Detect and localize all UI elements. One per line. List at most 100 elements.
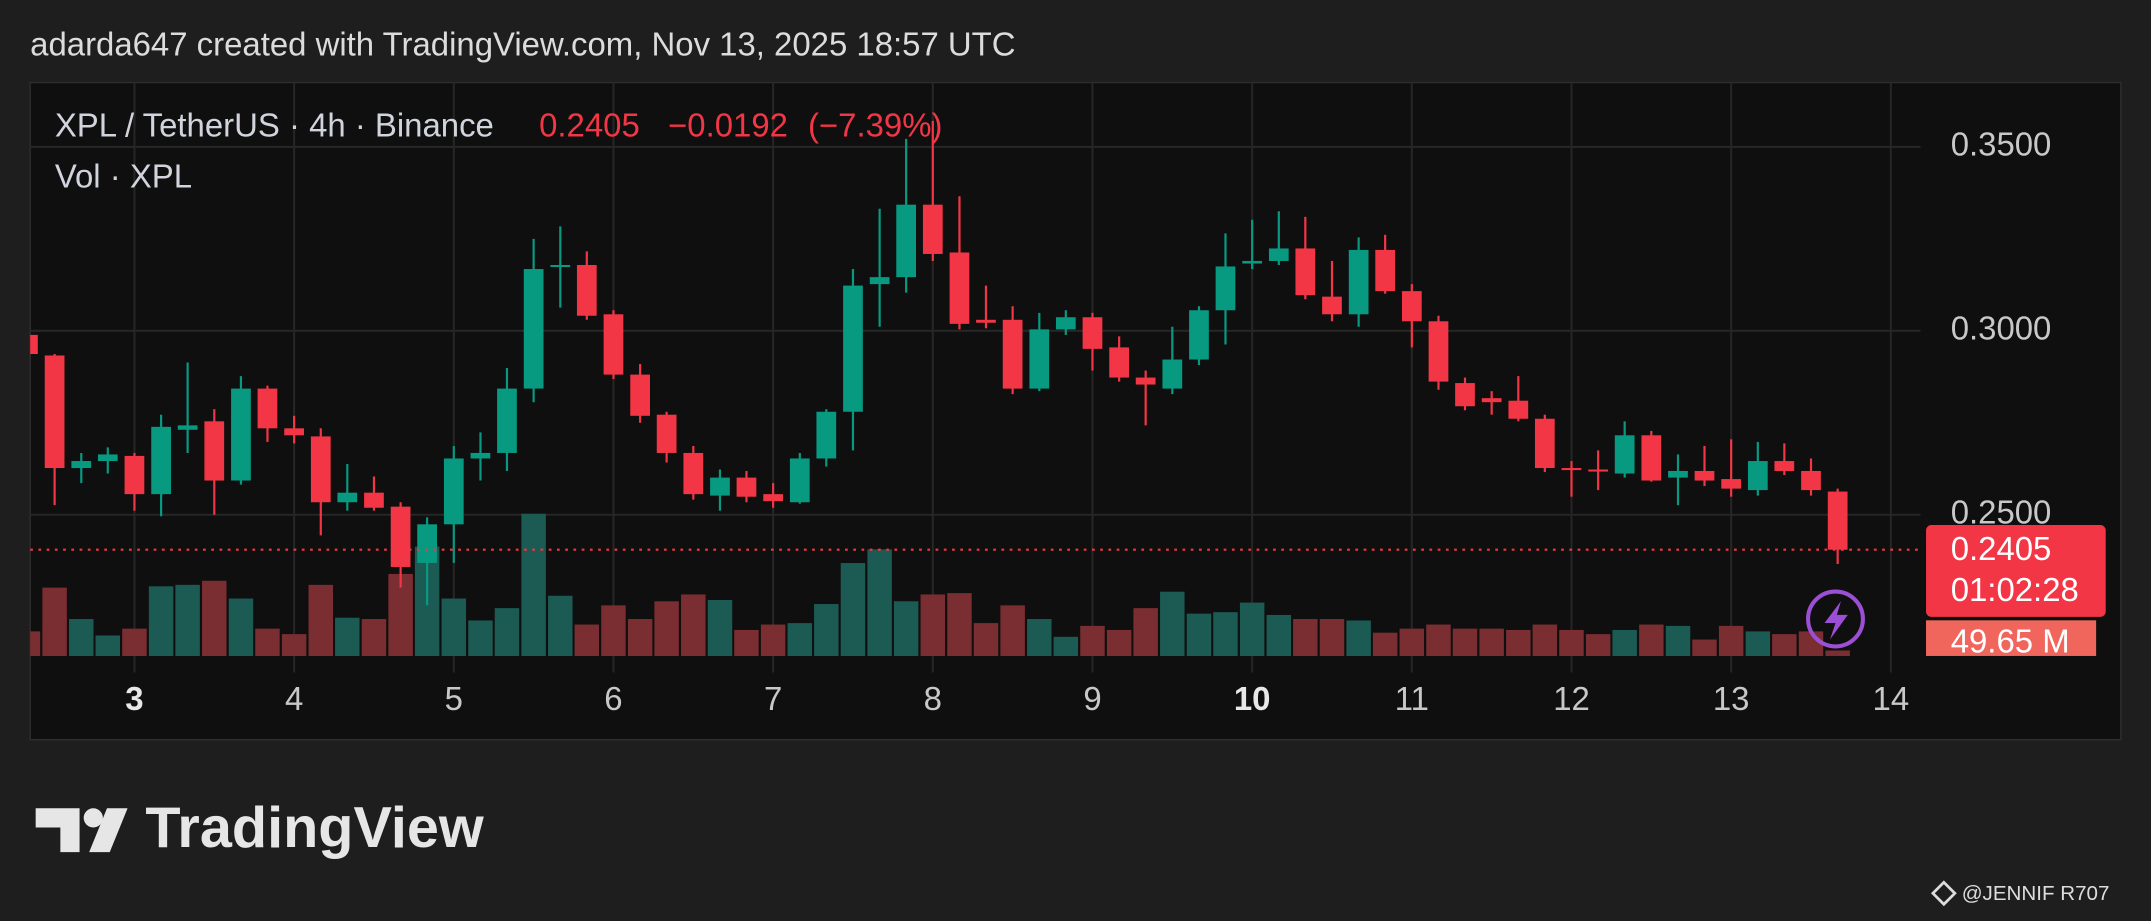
x-tick-label: 5 xyxy=(445,680,463,717)
volume-bar xyxy=(840,563,866,656)
candle-body xyxy=(390,506,411,567)
volume-bar xyxy=(1506,629,1531,656)
candle-body xyxy=(257,388,278,429)
candle-body xyxy=(71,461,92,469)
volume-bar xyxy=(760,624,786,656)
volume-bar xyxy=(1027,619,1052,656)
volume-bar xyxy=(1346,620,1371,656)
candle-body xyxy=(630,374,650,416)
candle-body xyxy=(1747,461,1768,491)
volume-bar xyxy=(734,629,759,656)
candle-body xyxy=(310,436,331,503)
candle-body xyxy=(976,319,996,323)
volume-bar xyxy=(122,628,147,656)
axes: 0.2500 0.3000 0.3500 3 4 5 6 7 8 9 10 11 12 13 14 0.240… xyxy=(30,126,2106,717)
volume-bar xyxy=(1133,608,1158,656)
volume-bar xyxy=(281,634,307,656)
pane-bottom-cover xyxy=(1926,655,2105,673)
volume-bar xyxy=(95,635,121,656)
candle-body xyxy=(1215,266,1236,311)
volume-bar xyxy=(441,598,467,656)
volume-bar xyxy=(1239,602,1265,656)
volume-bar xyxy=(1798,631,1824,656)
candle-body xyxy=(1827,491,1848,550)
volume-bar xyxy=(1559,629,1584,656)
volume-tag xyxy=(1926,620,2097,656)
candle-body xyxy=(30,334,38,355)
candle-body xyxy=(1348,249,1369,315)
candle-body xyxy=(869,277,890,285)
candle-body xyxy=(1268,248,1289,261)
candle-body xyxy=(1002,319,1023,389)
volume-bar xyxy=(1080,625,1105,656)
candle-body xyxy=(710,477,730,496)
candle-body xyxy=(789,458,810,503)
x-tick-label: 8 xyxy=(924,680,942,717)
icon-ring[interactable] xyxy=(1805,589,1865,649)
candle-body xyxy=(1189,310,1209,360)
x-tick-label: 7 xyxy=(764,680,782,717)
candle-body xyxy=(1242,260,1263,264)
candle-body xyxy=(1401,291,1422,322)
icon-bolt[interactable] xyxy=(1824,601,1848,640)
candle-body xyxy=(683,452,704,495)
volume-bar xyxy=(1745,631,1771,656)
candle-body xyxy=(231,388,251,481)
logo-mark xyxy=(89,808,128,853)
volume-bar xyxy=(228,598,254,656)
volume-bar xyxy=(1639,624,1664,656)
candle-body xyxy=(470,452,491,459)
volume-bar xyxy=(893,601,919,656)
volume-bar xyxy=(1293,619,1318,656)
volume-bar xyxy=(69,619,94,656)
x-tick-label: 3 xyxy=(125,680,143,717)
candle-body xyxy=(843,285,863,412)
volume-bar xyxy=(1319,619,1345,656)
volume-bar xyxy=(814,604,839,656)
candle-body xyxy=(816,411,837,459)
volume-bar xyxy=(148,586,174,656)
x-tick-label: 14 xyxy=(1873,680,1910,717)
volume-bar xyxy=(1426,624,1451,656)
price-tag xyxy=(1926,524,2106,617)
candle-body xyxy=(1694,470,1715,481)
candle-body xyxy=(1614,435,1635,474)
volume-bar xyxy=(601,605,626,656)
volume-tag-value: 49.65 M xyxy=(1951,622,2070,659)
y-tick-label: 0.3500 xyxy=(1951,126,2052,163)
volume-bar xyxy=(388,573,413,656)
x-tick-label: 6 xyxy=(604,680,622,717)
countdown: 01:02:28 xyxy=(1951,571,2079,608)
candle-body xyxy=(1641,435,1662,481)
volume-bar xyxy=(1213,612,1238,656)
candle-body xyxy=(763,494,783,502)
volume-bar xyxy=(1399,628,1425,656)
legend-change: −0.0192 xyxy=(668,107,788,144)
volume-bar xyxy=(1825,650,1850,656)
candle-body xyxy=(337,492,358,503)
candle-body xyxy=(177,425,198,430)
volume-bar xyxy=(1160,591,1185,656)
y-tick-label: 0.3000 xyxy=(1951,310,2052,347)
candle-body xyxy=(922,204,943,254)
volume-bar xyxy=(1532,624,1558,656)
candle-body xyxy=(1109,347,1130,378)
candle-body xyxy=(949,252,970,324)
candle-body xyxy=(364,492,384,508)
volume-bar xyxy=(42,587,67,656)
x-tick-label: 11 xyxy=(1395,680,1429,717)
volume-bar xyxy=(1452,628,1478,656)
candle-body xyxy=(1721,479,1742,489)
volume-bar xyxy=(308,584,334,656)
candle-body xyxy=(523,269,544,389)
candle-body xyxy=(1668,470,1688,478)
candle-body xyxy=(896,204,917,278)
x-tick-label: 4 xyxy=(285,680,303,717)
lightning-icon[interactable] xyxy=(1805,589,1865,649)
volume-bar xyxy=(1612,629,1637,656)
volume-bar xyxy=(787,623,813,656)
x-tick-label: 13 xyxy=(1713,680,1750,717)
price-pane xyxy=(30,120,1848,606)
volume-bar xyxy=(627,619,653,656)
